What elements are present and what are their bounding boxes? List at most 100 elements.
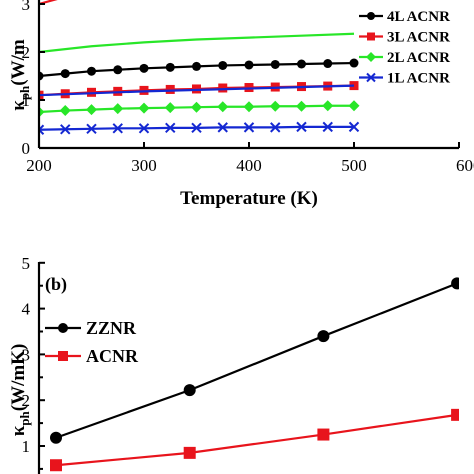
panel-b-data-point bbox=[183, 446, 196, 459]
panel-b-y-tick-label: 4 bbox=[22, 300, 31, 319]
panel-a-data-point bbox=[297, 59, 306, 69]
panel-b-legend: ZZNR ACNR bbox=[45, 318, 139, 366]
panel-a-data-point bbox=[60, 124, 71, 135]
panel-a-data-point bbox=[348, 100, 360, 112]
panel-a-data-point bbox=[165, 84, 175, 94]
panel-b-y-tick-label: 3 bbox=[22, 345, 31, 364]
panel-a-data-point bbox=[348, 121, 360, 133]
panel-a-x-tick-label: 400 bbox=[236, 156, 262, 175]
panel-a-data-point bbox=[138, 123, 150, 134]
panel-b-label: (b) bbox=[45, 274, 67, 295]
panel-a-y-axis-title: κph(W/m bbox=[8, 39, 32, 111]
panel-b-y-tick-label: 1 bbox=[22, 437, 31, 456]
panel-a-series-line bbox=[39, 84, 355, 97]
panel-a-data-point bbox=[138, 102, 150, 114]
panel-b-series-line bbox=[55, 413, 458, 467]
panel-a-y-title-rest: (W/m bbox=[8, 39, 29, 86]
panel-b-data-point bbox=[50, 431, 62, 444]
panel-a-data-point bbox=[112, 123, 123, 134]
panel-a-data-point bbox=[39, 71, 44, 81]
panel-a-y-title-sub: ph bbox=[17, 85, 32, 100]
legend-label: ZZNR bbox=[86, 318, 137, 338]
panel-a-x-tick-label: 300 bbox=[131, 156, 157, 175]
panel-a-data-point bbox=[349, 58, 359, 68]
legend-swatch-marker bbox=[58, 323, 68, 333]
panel-a-data-point bbox=[87, 66, 96, 76]
panel-a-data-point bbox=[322, 100, 334, 112]
panel-b-y-tick-label: 2 bbox=[22, 391, 31, 410]
panel-a-x-tick-label: 200 bbox=[26, 156, 52, 175]
panel-a-data-point bbox=[191, 122, 202, 134]
legend-swatch-marker bbox=[58, 351, 68, 361]
panel-a-data-point bbox=[164, 102, 176, 114]
panel-a: 200 300 400 500 600 0 1 2 3 Temperature (K) κph(… bbox=[8, 0, 474, 209]
legend-label: 1L ACNR bbox=[387, 71, 450, 87]
legend-label: 3L ACNR bbox=[387, 30, 450, 46]
panel-b-y-title-sub: ph bbox=[17, 410, 32, 425]
panel-a-data-point bbox=[86, 123, 97, 135]
panel-a-series-line bbox=[39, 0, 58, 6]
panel-b-y-axis-title: κph(W/mK) bbox=[8, 344, 32, 437]
panel-a-data-point bbox=[165, 62, 175, 72]
panel-a-data-point bbox=[60, 69, 70, 79]
legend-swatch-marker bbox=[366, 52, 376, 62]
legend-label: 4L ACNR bbox=[387, 9, 450, 25]
panel-b-ticks: 1 2 3 4 5 bbox=[22, 254, 45, 470]
panel-b: 1 2 3 4 5 (b) κph(W/mK) ZZNR ACNR bbox=[8, 254, 459, 474]
panel-a-data-point bbox=[59, 105, 71, 117]
panel-b-data-point bbox=[183, 384, 196, 397]
panel-a-data-point bbox=[218, 60, 228, 70]
panel-a-y-tick-label: 3 bbox=[22, 0, 31, 14]
panel-a-series-group bbox=[39, 0, 360, 135]
panel-b-data-point bbox=[451, 277, 459, 290]
panel-b-data-point bbox=[50, 459, 62, 472]
panel-a-data-point bbox=[39, 106, 45, 118]
panel-a-data-point bbox=[165, 122, 176, 134]
panel-b-y-title-rest: (W/mK) bbox=[8, 344, 29, 412]
legend-swatch-marker bbox=[367, 32, 375, 41]
panel-b-y-title-main: κ bbox=[8, 425, 29, 436]
panel-a-data-point bbox=[39, 124, 45, 135]
panel-a-data-point bbox=[323, 59, 333, 69]
panel-a-data-point bbox=[296, 121, 307, 133]
panel-a-data-point bbox=[243, 122, 255, 133]
panel-a-data-point bbox=[322, 121, 333, 133]
panel-a-data-point bbox=[112, 103, 124, 115]
panel-a-data-point bbox=[217, 122, 228, 133]
panel-b-series-line bbox=[55, 282, 458, 439]
panel-a-data-point bbox=[270, 122, 281, 133]
panel-b-y-tick-label: 5 bbox=[22, 254, 31, 273]
panel-a-data-point bbox=[244, 60, 254, 70]
panel-a-data-point bbox=[113, 65, 123, 75]
panel-a-ticks: 200 300 400 500 600 0 1 2 3 bbox=[22, 0, 474, 175]
svg-text:κph(W/m: κph(W/m bbox=[8, 39, 32, 111]
panel-a-y-tick-label: 1 bbox=[22, 91, 31, 110]
panel-a-data-point bbox=[218, 83, 228, 93]
panel-a-data-point bbox=[86, 104, 97, 116]
legend-label: 2L ACNR bbox=[387, 50, 450, 66]
panel-a-x-tick-label: 500 bbox=[341, 156, 367, 175]
panel-b-data-point bbox=[317, 428, 330, 441]
legend-swatch-marker bbox=[366, 72, 376, 83]
panel-b-series-group bbox=[50, 277, 459, 472]
legend-label: ACNR bbox=[86, 346, 139, 366]
panel-b-data-point bbox=[317, 330, 330, 343]
panel-a-series-line bbox=[39, 32, 355, 54]
panel-a-data-point bbox=[269, 100, 281, 112]
panel-a-data-point bbox=[217, 101, 229, 113]
panel-a-data-point bbox=[191, 101, 202, 113]
panel-a-data-point bbox=[296, 100, 307, 112]
panel-a-data-point bbox=[270, 59, 280, 69]
panel-a-y-tick-label: 0 bbox=[22, 139, 31, 158]
panel-a-y-title-main: κ bbox=[8, 100, 29, 111]
panel-a-x-tick-label: 600 bbox=[456, 156, 474, 175]
panel-a-legend: 4L ACNR 3L ACNR 2L ACNR 1L ACNR bbox=[359, 9, 450, 87]
panel-b-data-point bbox=[451, 408, 459, 421]
panel-a-data-point bbox=[192, 61, 201, 71]
panel-a-y-tick-label: 2 bbox=[22, 43, 31, 62]
panel-a-data-point bbox=[139, 63, 149, 73]
svg-text:κph(W/mK): κph(W/mK) bbox=[8, 344, 32, 437]
legend-swatch-marker bbox=[367, 12, 375, 20]
panel-a-data-point bbox=[243, 101, 255, 113]
